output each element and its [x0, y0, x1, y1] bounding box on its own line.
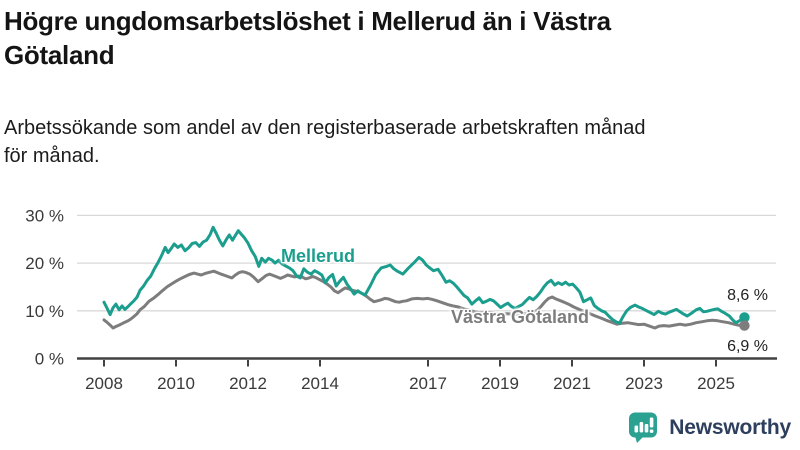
x-tick-label: 2023 — [625, 374, 663, 393]
newsworthy-logo[interactable]: Newsworthy — [627, 411, 791, 444]
series-line-mellerud — [102, 225, 746, 325]
x-tick-label: 2008 — [85, 374, 123, 393]
x-tick-label: 2014 — [301, 374, 339, 393]
page-title: Högre ungdomsarbetslöshet i Mellerud än … — [4, 6, 611, 70]
series-line-v-stra-g-taland — [102, 269, 746, 330]
y-tick-label: 0 % — [35, 350, 64, 369]
x-tick-label: 2017 — [409, 374, 447, 393]
y-tick-label: 30 % — [25, 206, 64, 225]
newsworthy-chart-bubble-icon — [629, 412, 658, 443]
end-dot-mellerud — [739, 312, 750, 323]
x-tick-label: 2021 — [553, 374, 591, 393]
newsworthy-wordmark: Newsworthy — [669, 415, 791, 439]
series-label-vastra-gotaland: Västra Götaland — [451, 307, 590, 327]
y-tick-label: 10 % — [25, 302, 64, 321]
x-tick-label: 2012 — [229, 374, 267, 393]
x-tick-label: 2019 — [481, 374, 519, 393]
x-tick-label: 2025 — [697, 374, 735, 393]
series-label-mellerud: Mellerud — [281, 246, 356, 266]
end-dot-v-stra-g-taland — [739, 320, 750, 331]
y-tick-label: 20 % — [25, 254, 64, 273]
x-tick-label: 2010 — [157, 374, 195, 393]
page-subtitle: Arbetssökande som andel av den registerb… — [4, 117, 646, 167]
end-value-label-mellerud: 8,6 % — [727, 287, 768, 304]
end-value-label-vastra-gotaland: 6,9 % — [727, 338, 768, 355]
